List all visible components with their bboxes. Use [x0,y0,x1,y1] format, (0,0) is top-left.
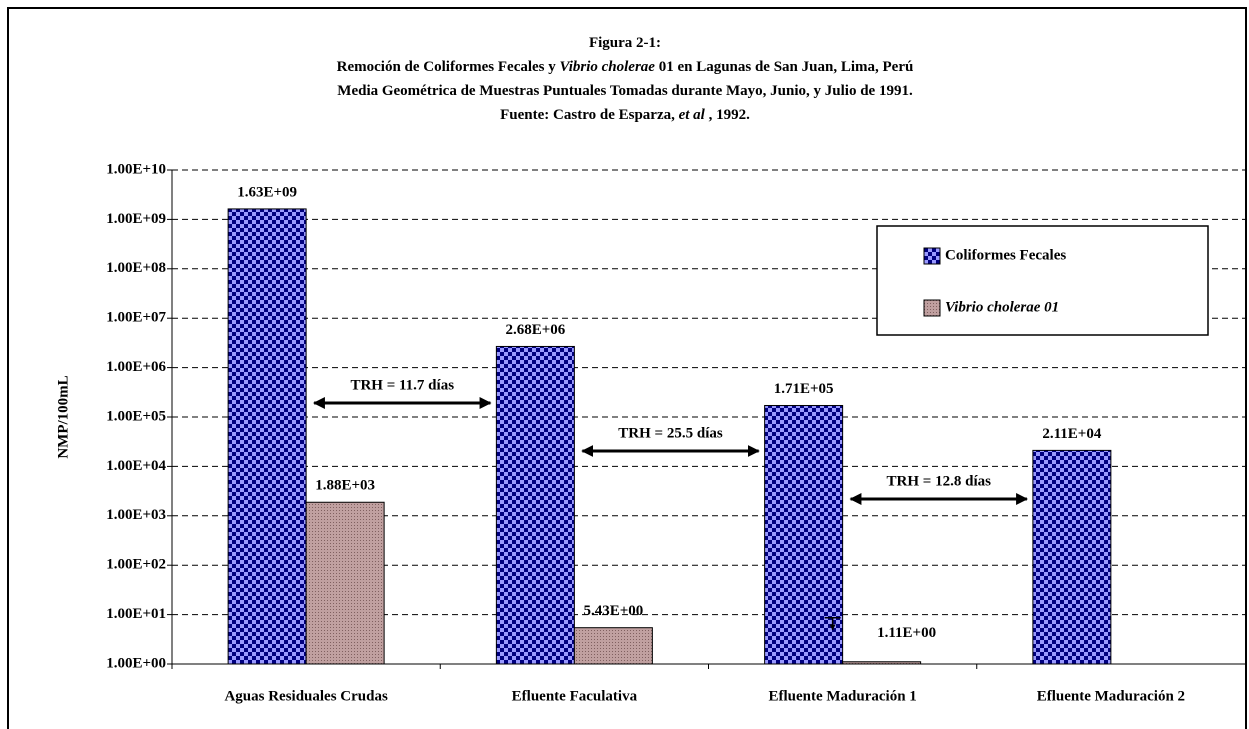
annotation: TRH = 11.7 días [350,377,454,393]
y-tick-label: 1.00E+07 [106,310,166,326]
y-tick-label: 1.00E+10 [106,161,166,177]
value-label: 1.11E+00 [877,625,936,641]
y-tick-label: 1.00E+02 [106,557,166,573]
annotation: TRH = 12.8 días [887,473,992,489]
chart-title: Fuente: Castro de Esparza, et al , 1992. [500,107,750,123]
title-part: Vibrio cholerae [560,59,656,75]
annotation: TRH = 25.5 días [618,425,723,441]
title-part: Fuente: Castro de Esparza, [500,107,678,123]
legend-label: Coliformes Fecales [945,247,1066,263]
legend-box [876,225,1209,336]
bar [227,208,307,665]
title-part: , 1992. [705,107,750,123]
frame [7,7,1247,729]
legend-swatch [923,247,941,265]
value-label: 5.43E+00 [583,603,643,619]
bar [573,627,653,665]
bar [1032,449,1112,665]
title-part: Figura 2-1: [589,35,661,51]
y-tick-label: 1.00E+04 [106,458,166,474]
x-tick-label: Efluente Maduración 1 [768,688,916,704]
label-pointer [824,617,841,630]
y-tick-label: 1.00E+05 [106,408,166,424]
y-tick-label: 1.00E+08 [106,260,166,276]
y-tick-label: 1.00E+06 [106,359,166,375]
y-axis-label: NMP/100mL [55,375,71,458]
chart-title: Media Geométrica de Muestras Puntuales T… [337,83,913,99]
value-label: 2.11E+04 [1042,426,1101,442]
y-tick-label: 1.00E+00 [106,655,166,671]
y-tick-label: 1.00E+09 [106,211,166,227]
value-label: 2.68E+06 [505,322,565,338]
legend-swatch [923,299,941,317]
title-part: Media Geométrica de Muestras Puntuales T… [337,83,913,99]
title-part: 01 en Lagunas de San Juan, Lima, Perú [655,59,913,75]
bar [495,345,575,665]
title-part: et al [679,107,706,123]
x-tick-label: Efluente Maduración 2 [1037,688,1185,704]
chart-title: Figura 2-1: [589,35,661,51]
value-label: 1.88E+03 [315,478,375,494]
x-tick-label: Aguas Residuales Crudas [224,688,388,704]
title-part: Remoción de Coliformes Fecales y [337,59,560,75]
bar [305,501,385,665]
y-tick-label: 1.00E+03 [106,507,166,523]
x-tick-label: Efluente Faculativa [512,688,638,704]
y-tick-label: 1.00E+01 [106,606,166,622]
value-label: 1.63E+09 [237,184,297,200]
bar [764,404,844,665]
legend-label: Vibrio cholerae 01 [945,299,1059,315]
value-label: 1.71E+05 [774,381,834,397]
chart-title: Remoción de Coliformes Fecales y Vibrio … [337,59,914,75]
